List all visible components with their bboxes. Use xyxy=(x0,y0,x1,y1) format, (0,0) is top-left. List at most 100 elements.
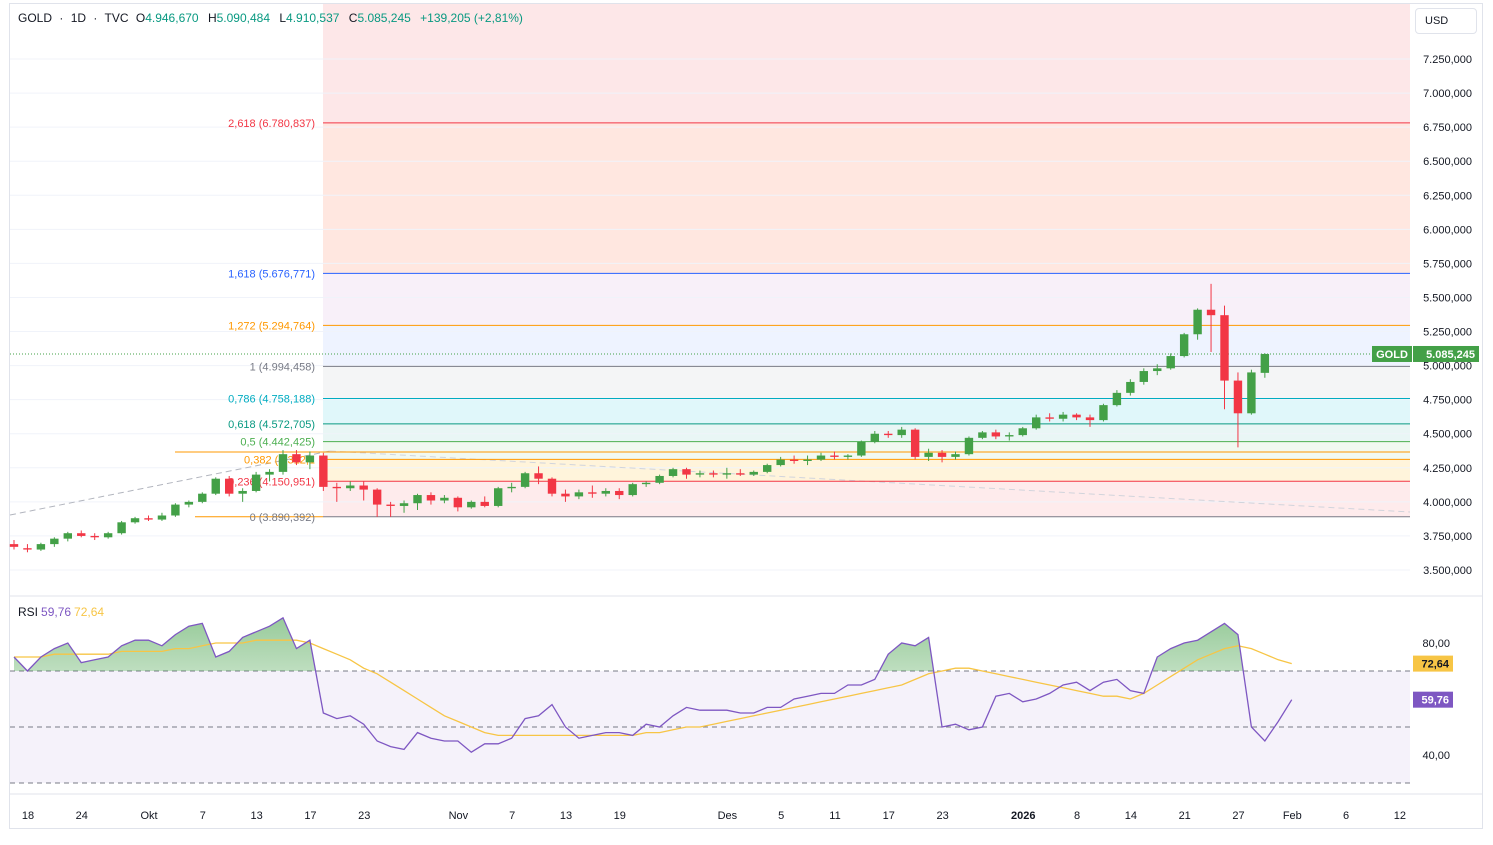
time-tick-label: 23 xyxy=(358,810,370,822)
high-value: 5.090,484 xyxy=(216,11,270,25)
candle-body xyxy=(103,533,113,538)
time-tick-label: 7 xyxy=(200,810,206,822)
fib-zone xyxy=(323,441,1410,460)
fib-zone xyxy=(323,4,1410,123)
currency-label: USD xyxy=(1425,15,1449,27)
price-tick-label: 4.500,000 xyxy=(1423,429,1472,441)
time-tick-label: 21 xyxy=(1179,810,1191,822)
candle-body xyxy=(682,469,691,475)
fib-zone xyxy=(323,273,1410,326)
fib-zone xyxy=(323,366,1410,399)
candle-body xyxy=(1153,368,1162,372)
fib-label: 1,618 (5.676,771) xyxy=(228,268,315,280)
candle-body xyxy=(1166,356,1175,369)
price-tick-label: 6.250,000 xyxy=(1423,190,1472,202)
fib-zone xyxy=(323,325,1410,367)
candle-body xyxy=(937,452,947,457)
candle-body xyxy=(1233,380,1243,414)
time-tick-label: 24 xyxy=(76,810,88,822)
badge-symbol: GOLD xyxy=(1376,349,1408,361)
candle-body xyxy=(520,473,530,487)
candle-body xyxy=(749,471,758,475)
candle-body xyxy=(144,518,153,520)
price-tick-label: 7.250,000 xyxy=(1423,54,1472,66)
time-tick-label: 7 xyxy=(509,810,515,822)
price-tick-label: 5.500,000 xyxy=(1423,292,1472,304)
price-tick-label: 5.750,000 xyxy=(1423,258,1472,270)
candle-body xyxy=(547,478,557,494)
candle-body xyxy=(467,501,476,508)
rsi-ma-line xyxy=(14,639,1292,737)
candle-body xyxy=(292,454,301,463)
rsi-value: 59,76 xyxy=(41,605,72,619)
candle-body xyxy=(816,455,826,460)
fib-zone xyxy=(323,122,1410,274)
candle-body xyxy=(736,473,745,475)
rsi-label[interactable]: RSI xyxy=(18,605,39,619)
candle-body xyxy=(63,533,72,539)
candle-body xyxy=(90,535,99,538)
low-label: L xyxy=(279,11,287,25)
candle-body xyxy=(668,469,678,476)
candle-body xyxy=(857,441,866,456)
time-tick-label: 8 xyxy=(1074,810,1080,822)
candle-body xyxy=(251,474,261,491)
candle-body xyxy=(1045,417,1054,419)
candle-body xyxy=(574,492,584,497)
open-label: O xyxy=(135,11,146,25)
candle-body xyxy=(1126,381,1135,393)
candle-body xyxy=(130,518,140,523)
currency-button[interactable]: USD xyxy=(1415,8,1477,34)
candle-body xyxy=(494,488,503,506)
time-tick-label: 17 xyxy=(304,810,316,822)
trend-line xyxy=(9,450,331,516)
candle-body xyxy=(225,478,234,494)
candle-body xyxy=(628,484,637,496)
candle-body xyxy=(359,485,368,490)
rsi-badge-bg xyxy=(1413,691,1453,708)
candle-body xyxy=(184,501,194,505)
candle-body xyxy=(1139,371,1148,382)
rsi-badge-value: 72,64 xyxy=(1421,659,1449,671)
rsi-pane: 80,00 40,00 72,64 59,76 xyxy=(10,616,1453,784)
fib-zone xyxy=(323,423,1410,442)
fib-label: 0,618 (4.572,705) xyxy=(228,419,315,431)
fib-label: 1,272 (5.294,764) xyxy=(228,320,315,332)
candle-body xyxy=(561,493,570,497)
candle-body xyxy=(238,490,247,494)
interval[interactable]: 1D xyxy=(70,11,87,25)
rsi-tick-label: 40,00 xyxy=(1422,750,1450,762)
last-price-badge: GOLD 5.085,245 xyxy=(1372,345,1479,362)
open-value: 4.946,670 xyxy=(145,11,199,25)
time-tick-label: 12 xyxy=(1394,810,1406,822)
candle-body xyxy=(830,455,839,457)
candle-body xyxy=(211,478,220,494)
price-tick-label: 3.750,000 xyxy=(1423,531,1472,543)
candle-body xyxy=(1032,417,1041,429)
time-tick-label: 18 xyxy=(22,810,34,822)
rsi-overbought-fill xyxy=(14,617,1292,671)
rsi-badge-value: 59,76 xyxy=(1421,695,1449,707)
candle-body xyxy=(319,455,328,487)
badge-symbol-bg xyxy=(1372,345,1412,362)
candle-body xyxy=(870,433,879,442)
candle-body xyxy=(265,471,274,475)
candle-body xyxy=(413,495,422,504)
close-label: C xyxy=(348,11,358,25)
candle-body xyxy=(346,485,355,489)
time-tick-label: 13 xyxy=(251,810,263,822)
candle-body xyxy=(440,497,449,501)
symbol-name[interactable]: GOLD xyxy=(18,11,53,25)
price-tick-label: 4.250,000 xyxy=(1423,463,1472,475)
candle-body xyxy=(615,490,624,496)
rsi-badge-bg xyxy=(1413,655,1453,672)
candle-body xyxy=(278,454,288,472)
symbol-header: GOLD · 1D · TVC O4.946,670 H5.090,484 L4… xyxy=(18,11,529,25)
grid xyxy=(10,58,1410,571)
price-axis: 7.250,000 7.000,000 6.750,000 6.500,000 6.25… xyxy=(1423,54,1472,577)
candle-body xyxy=(1099,405,1108,421)
separator: · xyxy=(59,11,64,25)
candle-body xyxy=(1193,309,1202,335)
time-tick-label: 27 xyxy=(1232,810,1244,822)
